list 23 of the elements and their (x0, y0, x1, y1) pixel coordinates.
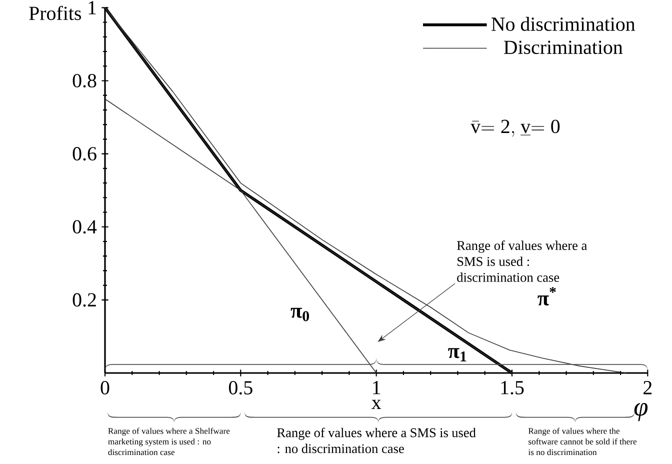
legend-label: Discrimination (504, 40, 623, 54)
x-tick-label: 1.5 (501, 381, 524, 394)
text: Range of values where a Shelfware marketing system is used : no discrimination case (108, 428, 230, 456)
y-tick-label: 1 (88, 1, 96, 14)
y-tick-label: 0.8 (72, 74, 96, 88)
legend-label: No discrimination (491, 16, 636, 31)
x-tick-label: 0.5 (228, 381, 252, 395)
text: x (372, 400, 382, 409)
annotation: Range of values where a SMS is used : discrimination case (456, 240, 588, 282)
text: Range of values where a SMS is used : no discrimination case (277, 428, 476, 454)
x-tick-label: 1 (373, 381, 380, 394)
annotation: π$_{1}$ (448, 348, 466, 362)
x-axis-title: φ (634, 402, 648, 422)
annotation: π$_{0}$ (290, 308, 310, 322)
y-axis-title: Profits (29, 6, 81, 20)
y-tick-label: 0.2 (72, 293, 96, 307)
x-tick-label: 0 (100, 381, 110, 394)
x-tick-label: 2 (644, 381, 652, 394)
text: Range of values where the software cannot be sold if there is no discrimination (528, 428, 637, 456)
y-tick-label: 0.4 (72, 220, 97, 234)
annotation: $\bar{\mathrm{v}}\mathrm{=2,}\ \underline{\mathrm{v}}\mathrm{=0}$ (470, 120, 560, 137)
y-tick-label: 0.6 (72, 147, 96, 161)
annotation: π$^{*}$ (538, 287, 556, 306)
